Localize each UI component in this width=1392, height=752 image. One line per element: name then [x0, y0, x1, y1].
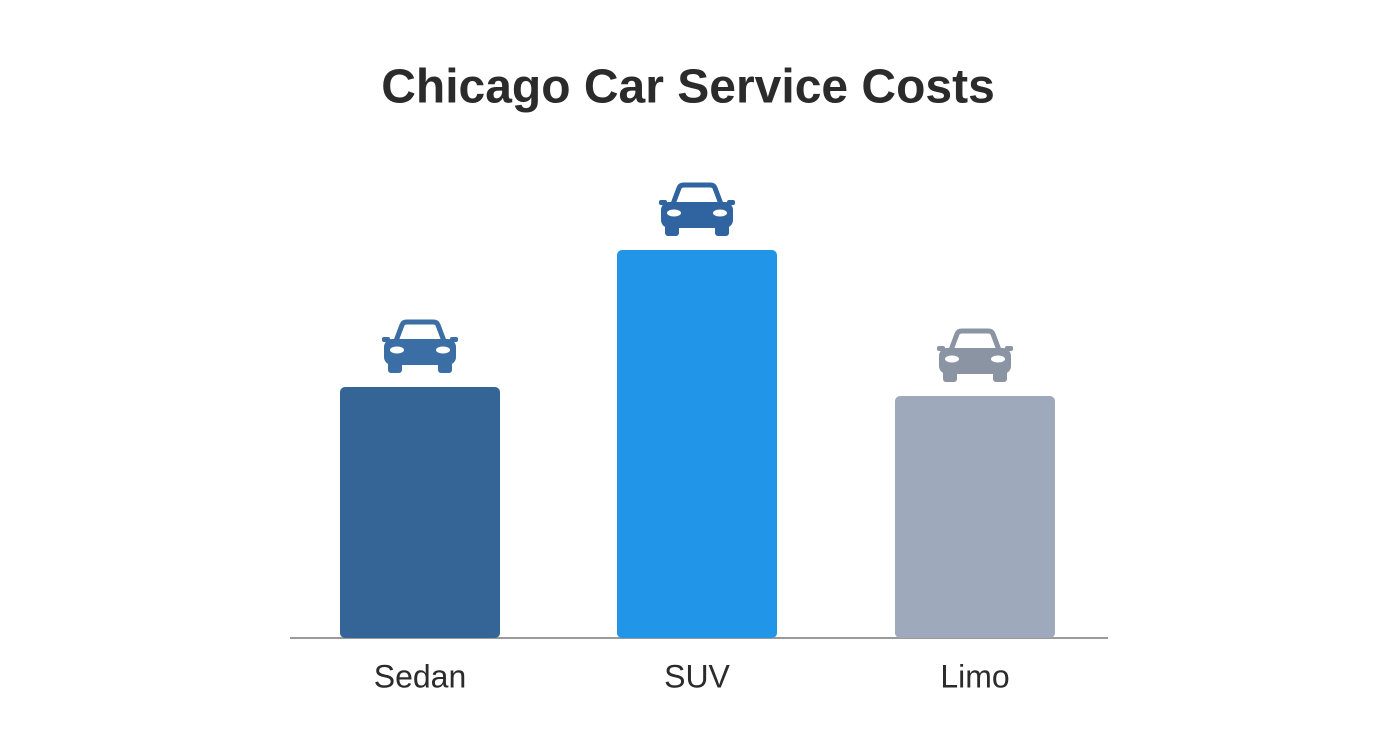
bar [895, 396, 1055, 638]
car-roof [670, 182, 724, 205]
car-wheel-r [438, 361, 452, 373]
car-roof [393, 319, 447, 342]
car-roof [948, 328, 1002, 351]
car-light-l [390, 346, 404, 354]
x-tick-label: SUV [664, 658, 730, 694]
car-light-r [436, 346, 450, 354]
car-mirror-l [382, 337, 390, 342]
x-tick-label: Sedan [374, 658, 467, 694]
bar [340, 387, 500, 638]
car-body [661, 202, 733, 228]
chart-title: Chicago Car Service Costs [381, 61, 995, 114]
car-icon [659, 182, 735, 236]
car-light-r [713, 209, 727, 217]
car-mirror-r [450, 337, 458, 342]
car-wheel-l [943, 370, 957, 382]
car-mirror-l [937, 346, 945, 351]
bar [617, 250, 777, 638]
car-light-l [667, 209, 681, 217]
car-mirror-r [1005, 346, 1013, 351]
car-wheel-r [715, 224, 729, 236]
x-tick-label: Limo [940, 658, 1009, 694]
car-body [939, 348, 1011, 374]
car-wheel-l [665, 224, 679, 236]
car-light-r [991, 355, 1005, 363]
car-body [384, 339, 456, 365]
car-icon [937, 328, 1013, 382]
car-wheel-l [388, 361, 402, 373]
car-mirror-l [659, 200, 667, 205]
car-wheel-r [993, 370, 1007, 382]
car-icon [382, 319, 458, 373]
car-light-l [945, 355, 959, 363]
car-mirror-r [727, 200, 735, 205]
